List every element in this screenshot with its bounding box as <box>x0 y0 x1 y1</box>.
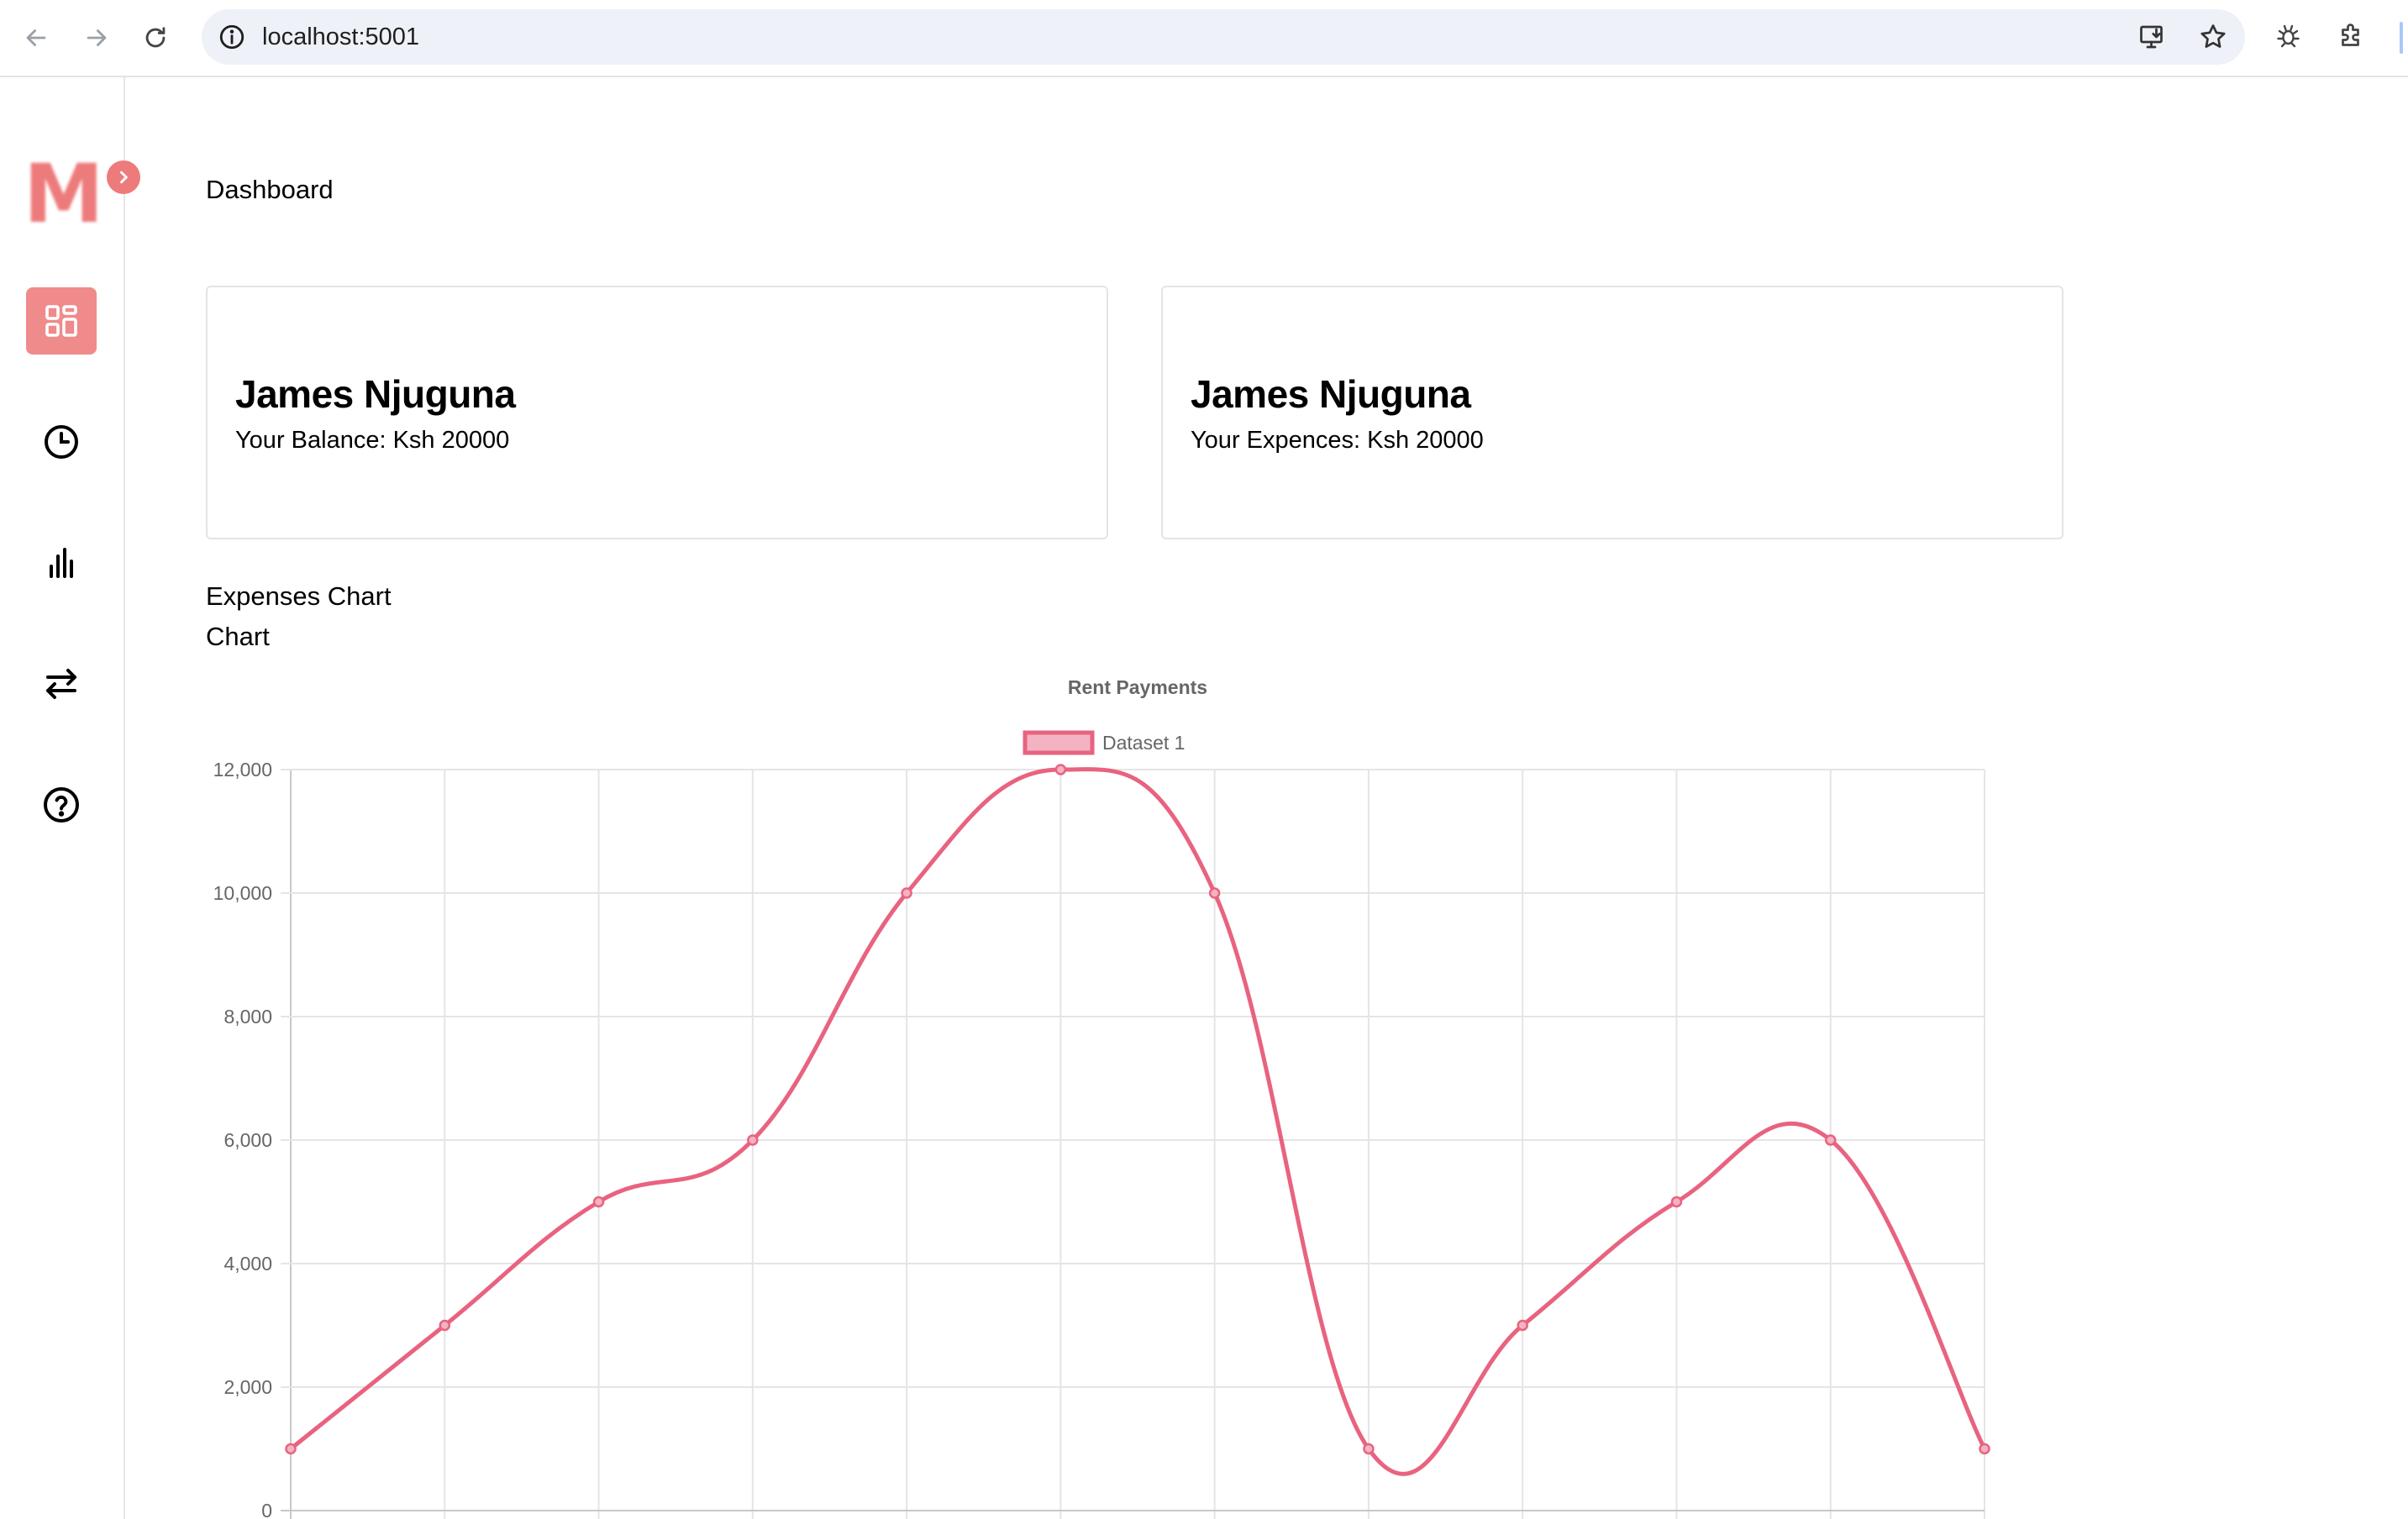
y-tick-label: 4,000 <box>223 1253 272 1275</box>
balance-card: James Njuguna Your Balance: Ksh 20000 <box>206 286 1108 539</box>
site-info-icon[interactable] <box>213 18 250 55</box>
y-tick-label: 2,000 <box>223 1376 272 1398</box>
sidebar-expand-button[interactable] <box>107 160 140 194</box>
data-point <box>439 1319 451 1332</box>
y-tick-label: 6,000 <box>223 1129 272 1151</box>
sidebar-item-history[interactable] <box>26 408 97 476</box>
card-user-name: James Njuguna <box>1191 372 1471 416</box>
app-logo: M <box>24 147 104 241</box>
expenses-text: Your Expences: Ksh 20000 <box>1191 427 1484 454</box>
section-subtitle: Chart <box>206 622 270 651</box>
address-bar[interactable]: localhost:5001 <box>202 9 2245 65</box>
data-point <box>1363 1443 1375 1455</box>
sidebar-item-help[interactable] <box>26 771 97 838</box>
profile-edge-indicator <box>2400 22 2403 54</box>
card-user-name: James Njuguna <box>235 372 516 416</box>
balance-text: Your Balance: Ksh 20000 <box>235 427 510 454</box>
bar-chart-icon <box>50 548 73 578</box>
data-point <box>1208 887 1221 899</box>
data-point <box>1979 1443 1990 1455</box>
sidebar-item-transfers[interactable] <box>26 650 97 717</box>
y-tick-label: 0 <box>261 1500 272 1519</box>
data-point <box>592 1196 605 1208</box>
help-circle-icon <box>44 787 79 823</box>
data-point <box>1054 764 1067 775</box>
section-title: Expenses Chart <box>206 581 392 611</box>
expenses-card: James Njuguna Your Expences: Ksh 20000 <box>1161 286 2064 539</box>
dashboard-grid-icon <box>45 305 77 337</box>
back-arrow-icon[interactable] <box>17 18 55 57</box>
reload-icon[interactable] <box>136 18 175 57</box>
forward-arrow-icon[interactable] <box>77 18 116 57</box>
clock-icon <box>45 425 78 459</box>
browser-toolbar: localhost:5001 <box>0 0 2408 77</box>
install-app-icon[interactable] <box>2134 18 2171 55</box>
chart-title: Rent Payments <box>1068 676 1207 698</box>
page-title: Dashboard <box>206 175 334 204</box>
bookmark-star-icon[interactable] <box>2195 18 2232 55</box>
transfer-arrows-icon <box>46 669 76 699</box>
url-text[interactable]: localhost:5001 <box>262 24 420 50</box>
y-tick-label: 12,000 <box>213 759 272 781</box>
legend-label: Dataset 1 <box>1102 732 1185 754</box>
data-point <box>901 887 912 899</box>
extensions-puzzle-icon[interactable] <box>2332 17 2371 55</box>
y-tick-label: 10,000 <box>213 882 272 904</box>
y-tick-label: 8,000 <box>223 1006 272 1028</box>
data-point <box>285 1443 297 1455</box>
data-point <box>1824 1134 1837 1146</box>
legend-swatch <box>1023 730 1095 755</box>
data-point <box>747 1134 759 1146</box>
extension-bug-icon[interactable] <box>2270 17 2309 55</box>
data-point <box>1517 1319 1528 1332</box>
data-point <box>1670 1196 1683 1208</box>
sidebar-item-dashboard[interactable] <box>26 287 97 355</box>
sidebar-item-statistics[interactable] <box>26 529 97 597</box>
series-line-dataset-1 <box>288 767 1987 1476</box>
